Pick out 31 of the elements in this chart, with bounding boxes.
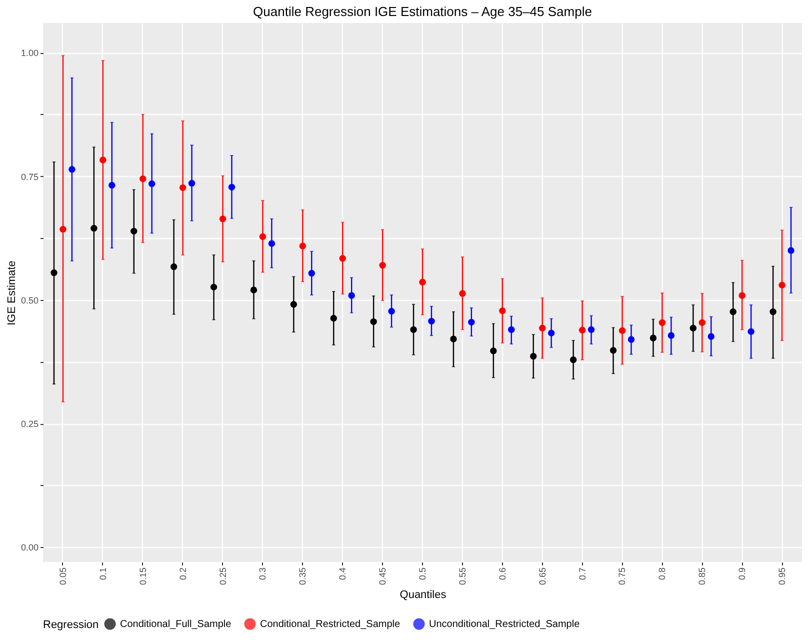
legend-label: Unconditional_Restricted_Sample [429,619,580,630]
x-tick-label: 0.7 [577,568,588,580]
x-tick-label: 0.45 [378,568,388,586]
y-tick-label: 1.00 [20,48,38,58]
x-tick-label: 0.25 [218,568,228,586]
x-tick-label: 0.15 [138,568,148,586]
x-tick-label: 0.4 [338,568,348,580]
x-tick-label: 0.95 [777,568,788,586]
x-tick-label: 0.05 [58,568,68,586]
legend-title: Regression [43,619,99,631]
x-axis-title: Quantiles [400,589,447,602]
legend-label: Conditional_Restricted_Sample [260,619,401,630]
legend-label: Conditional_Full_Sample [120,619,232,630]
y-tick-label: 0.00 [20,542,38,553]
x-tick-label: 0.9 [737,568,748,580]
y-axis-title: IGE Estimate [6,260,18,326]
x-tick-label: 0.6 [497,568,508,580]
x-tick-label: 0.1 [98,568,108,580]
x-tick-label: 0.35 [298,568,308,586]
x-tick-label: 0.55 [457,568,468,586]
x-tick-label: 0.85 [697,568,708,586]
y-tick-label: 0.50 [20,295,38,306]
y-tick-label: 0.25 [20,419,38,430]
y-tick-label: 0.75 [20,172,38,182]
x-tick-label: 0.5 [418,568,428,580]
x-tick-label: 0.65 [537,568,548,586]
x-tick-label: 0.2 [178,568,188,580]
x-tick-label: 0.8 [657,568,668,580]
chart-title: Quantile Regression IGE Estimations – Age 35–45 Sample [253,4,592,19]
x-tick-label: 0.3 [258,568,268,580]
x-tick-label: 0.75 [617,568,628,586]
